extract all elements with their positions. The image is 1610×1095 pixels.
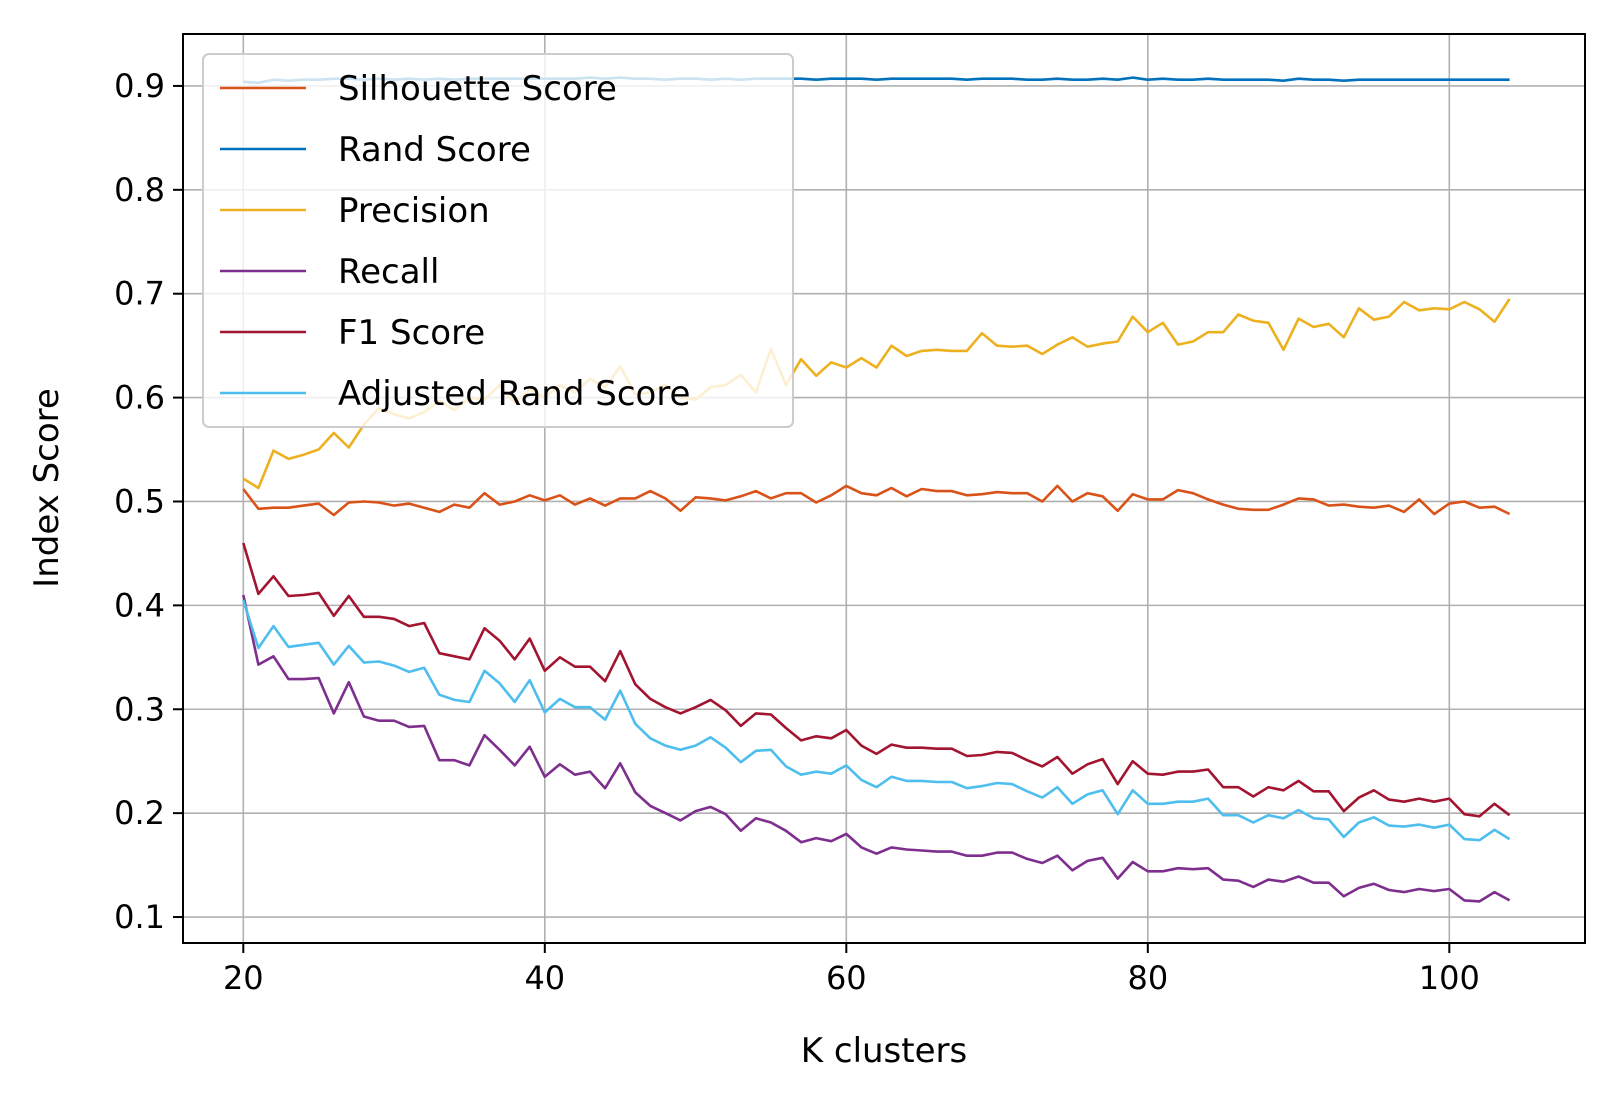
- legend-box: [202, 53, 794, 428]
- x-tick-label: 100: [1419, 959, 1480, 997]
- x-tick-label: 80: [1127, 959, 1168, 997]
- y-tick-label: 0.7: [114, 275, 165, 313]
- plot-frame: [182, 33, 1586, 944]
- x-axis: 20 40 60 80 100: [223, 943, 1480, 997]
- series-line-silhouette-score: [242, 484, 1511, 517]
- y-tick-label: 0.3: [114, 690, 165, 728]
- legend-label-silhouette-score: Silhouette Score: [338, 69, 617, 109]
- y-tick-label: 0.9: [114, 67, 165, 105]
- y-axis-label: Index Score: [27, 388, 67, 588]
- x-tick-label: 20: [223, 959, 264, 997]
- series-line-adjusted-rand-score: [242, 599, 1511, 842]
- series-line-f1-score: [242, 542, 1511, 818]
- legend-label-precision: Precision: [338, 191, 490, 231]
- legend-label-rand-score: Rand Score: [338, 130, 531, 170]
- x-tick-label: 60: [826, 959, 867, 997]
- y-axis: 0.1 0.2 0.3 0.4 0.5 0.6 0.7 0.8 0.9: [114, 67, 183, 936]
- legend: Silhouette Score Rand Score Precision Recal…: [202, 53, 794, 428]
- legend-label-f1-score: F1 Score: [338, 313, 485, 353]
- y-tick-label: 0.4: [114, 586, 165, 624]
- y-tick-label: 0.1: [114, 898, 165, 936]
- y-tick-label: 0.2: [114, 794, 165, 832]
- y-tick-label: 0.5: [114, 482, 165, 520]
- grid: [183, 34, 1585, 943]
- y-tick-label: 0.6: [114, 379, 165, 417]
- legend-label-recall: Recall: [338, 252, 439, 292]
- x-tick-label: 40: [524, 959, 565, 997]
- series-line-recall: [242, 594, 1511, 903]
- y-tick-label: 0.8: [114, 171, 165, 209]
- legend-label-adjusted-rand-score: Adjusted Rand Score: [338, 374, 690, 414]
- x-axis-label: K clusters: [801, 1031, 967, 1071]
